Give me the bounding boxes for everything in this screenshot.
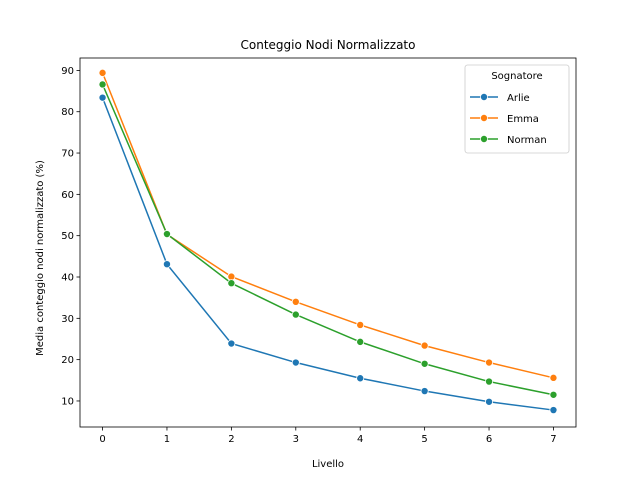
x-tick-label: 7 [550, 434, 556, 445]
data-point-emma-5 [420, 341, 429, 350]
data-point-emma-2 [227, 272, 236, 281]
data-point-arlie-6 [485, 397, 494, 406]
legend-entry-norman: Norman [507, 135, 547, 146]
legend-entry-emma: Emma [507, 114, 539, 125]
data-point-emma-0 [98, 68, 107, 77]
data-point-arlie-7 [549, 406, 558, 415]
x-tick-label: 5 [421, 434, 427, 445]
y-tick-label: 20 [61, 355, 74, 366]
data-point-emma-6 [485, 358, 494, 367]
data-point-arlie-1 [162, 260, 171, 269]
legend-title: Sognatore [491, 71, 542, 82]
y-tick-label: 80 [61, 107, 74, 118]
legend: Sognatore Arlie Emma Norman [464, 64, 570, 154]
y-tick-label: 30 [61, 314, 74, 325]
data-point-norman-4 [356, 337, 365, 346]
plot-frame [79, 57, 577, 428]
legend-swatch-marker [479, 134, 488, 143]
y-tick-label: 50 [61, 231, 74, 242]
data-point-arlie-5 [420, 387, 429, 396]
data-point-arlie-2 [227, 339, 236, 348]
x-tick-label: 2 [228, 434, 234, 445]
legend-entry-arlie: Arlie [507, 93, 530, 104]
legend-swatch-marker [479, 93, 488, 102]
y-tick-label: 40 [61, 273, 74, 284]
data-point-emma-4 [356, 320, 365, 329]
data-point-emma-7 [549, 373, 558, 382]
y-tick-label: 60 [61, 190, 74, 201]
data-point-norman-5 [420, 359, 429, 368]
y-tick-label: 90 [61, 66, 74, 77]
series-line-arlie [101, 97, 554, 411]
data-point-norman-3 [291, 310, 300, 319]
series-line-norman [101, 84, 554, 396]
data-point-arlie-0 [98, 93, 107, 102]
y-axis-label: Media conteggio nodi normalizzato (%) [35, 160, 46, 356]
x-tick-label: 0 [99, 434, 105, 445]
x-axis-label: Livello [312, 459, 344, 470]
x-tick-label: 4 [357, 434, 363, 445]
x-tick-label: 3 [293, 434, 299, 445]
y-tick-label: 70 [61, 149, 74, 160]
data-point-norman-0 [98, 80, 107, 89]
data-point-arlie-3 [291, 358, 300, 367]
y-tick-label: 10 [61, 396, 74, 407]
axes: 0 1 2 3 4 5 6 7 10 20 30 40 50 60 70 80 90 [61, 57, 577, 445]
chart-title: Conteggio Nodi Normalizzato [241, 38, 416, 52]
legend-swatch-marker [479, 114, 488, 123]
data-point-norman-6 [485, 377, 494, 386]
x-tick-label: 1 [164, 434, 170, 445]
data-point-norman-2 [227, 279, 236, 288]
data-point-norman-7 [549, 390, 558, 399]
x-tick-label: 6 [486, 434, 492, 445]
data-point-emma-3 [291, 297, 300, 306]
data-point-norman-1 [162, 230, 171, 239]
legend-box [464, 64, 570, 154]
plot-area [98, 68, 558, 415]
data-point-arlie-4 [356, 374, 365, 383]
